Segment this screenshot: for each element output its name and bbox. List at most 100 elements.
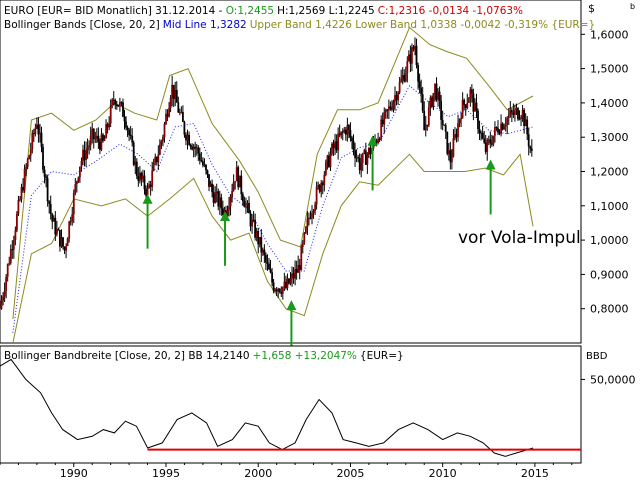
bandwidth-line <box>0 358 534 457</box>
candle-body <box>286 278 289 289</box>
candle-body <box>458 119 461 124</box>
candle-body <box>212 192 215 203</box>
candle-body <box>180 112 183 113</box>
candle-body <box>349 129 352 138</box>
candle-body <box>151 170 154 187</box>
price-tick-label: 1,3000 <box>590 131 629 144</box>
candle-body <box>228 206 230 211</box>
candle-body <box>182 112 184 122</box>
candle-body <box>148 184 150 188</box>
candle-body <box>472 93 475 112</box>
candle-body <box>82 149 84 162</box>
candle-body <box>122 102 124 117</box>
candle-body <box>5 276 7 291</box>
candle-body <box>274 289 276 291</box>
candle-body <box>494 127 496 136</box>
candle-body <box>231 190 233 197</box>
mid-line <box>12 85 534 333</box>
candle-body <box>172 84 175 99</box>
price-tick-label: 0,8000 <box>590 303 629 316</box>
candle-body <box>139 172 141 181</box>
candle-body <box>434 83 436 93</box>
candle-body <box>489 139 492 144</box>
candle-body <box>89 135 92 146</box>
candle-body <box>446 131 449 154</box>
candle-body <box>106 124 109 128</box>
candle-body <box>59 230 61 247</box>
candle-body <box>443 124 446 126</box>
candle-body <box>504 125 507 127</box>
candle-body <box>42 146 44 170</box>
candle-body <box>421 94 424 111</box>
candle-body <box>217 191 220 207</box>
candle-body <box>524 119 527 127</box>
candle-body <box>295 269 298 273</box>
candle-body <box>137 175 140 181</box>
candle-body <box>518 118 521 120</box>
main-header-open: O:1,2455 <box>226 5 274 17</box>
candle-body <box>114 100 117 105</box>
candle-body <box>188 134 190 145</box>
candle-body <box>491 143 493 145</box>
bb-header-title: Bollinger Bands [Close, 20, 2] <box>4 19 160 31</box>
candle-body <box>76 181 78 185</box>
candle-body <box>272 282 275 291</box>
candle-body <box>484 142 487 152</box>
candle-body <box>229 196 232 207</box>
candle-body <box>45 176 47 179</box>
candle-body <box>360 163 363 171</box>
candle-body <box>249 213 252 227</box>
main-header-symbol: EURO [EUR= BID Monatlich] 31.12.2014 - <box>4 5 223 17</box>
candle-body <box>165 113 167 124</box>
candle-body <box>178 112 181 114</box>
candle-body <box>297 265 300 273</box>
candle-body <box>39 132 41 135</box>
candle-body <box>415 45 418 66</box>
price-tick-label: 1,1000 <box>590 200 629 213</box>
candle-body <box>308 217 310 219</box>
candle-body <box>25 166 27 169</box>
signal-arrow-head <box>220 210 231 221</box>
candle-body <box>246 203 249 205</box>
candle-body <box>263 249 266 256</box>
candle-body <box>487 139 490 141</box>
candle-body <box>237 167 240 188</box>
main-header-close: C:1,2316 -0,0134 -1,0763% <box>378 5 523 17</box>
candle-body <box>134 161 137 165</box>
candle-body <box>331 143 333 154</box>
candle-body <box>315 186 318 205</box>
currency-symbol: $ <box>588 2 595 15</box>
candle-body <box>285 281 287 289</box>
signal-arrow <box>485 159 496 215</box>
signal-arrow-head <box>286 300 297 311</box>
candle-body <box>426 124 429 126</box>
candle-body <box>243 201 246 208</box>
candle-body <box>232 182 235 191</box>
candle-body <box>500 123 502 134</box>
candle-body <box>506 118 509 126</box>
x-tick-label: 2000 <box>244 467 272 480</box>
price-panel: 1,6000 1,5000 1,4000 1,3000 1,2000 1,1000 1,00… <box>0 0 629 356</box>
candle-body <box>408 54 410 61</box>
candle-body <box>334 141 336 149</box>
signal-arrow <box>367 135 378 191</box>
candle-body <box>529 146 532 149</box>
candle-body <box>195 147 198 149</box>
candle-body <box>317 185 320 187</box>
candle-body <box>452 138 455 157</box>
upper-band-line <box>12 26 534 320</box>
x-tick-label: 1995 <box>152 467 180 480</box>
candle-body <box>214 193 217 203</box>
candle-body <box>323 174 326 186</box>
candle-body <box>305 227 307 233</box>
candle-body <box>63 246 66 251</box>
candle-body <box>94 138 97 140</box>
candle-body <box>119 102 121 107</box>
candle-body <box>438 91 441 101</box>
candle-body <box>9 249 12 264</box>
candle-body <box>423 110 426 131</box>
candle-body <box>512 112 515 115</box>
candle-body <box>358 158 361 171</box>
candle-body <box>157 154 160 163</box>
candle-body <box>429 97 432 108</box>
